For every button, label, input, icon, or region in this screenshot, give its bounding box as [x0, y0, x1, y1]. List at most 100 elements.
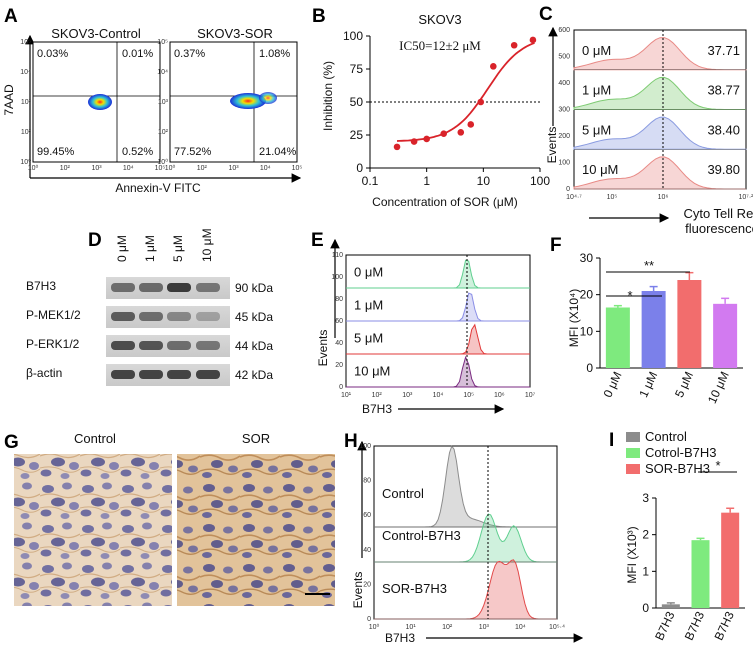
panel-a-left-ytick: 10²	[21, 129, 32, 136]
panel-h-xtick: 10⁰	[369, 623, 380, 631]
panel-d-band	[167, 370, 191, 379]
panel-a-right-cluster-tail	[259, 92, 277, 104]
panel-d-band	[111, 312, 135, 321]
panel-d-row-name: P-MEK1/2	[26, 308, 81, 322]
panel-h-ylabel: Events	[351, 572, 365, 609]
panel-a-left-ul: 0.03%	[37, 48, 68, 60]
panel-a-left-xtick: 10⁴	[123, 165, 134, 172]
panel-d-band	[139, 312, 163, 321]
panel-c-ytick: 0	[566, 186, 570, 193]
panel-a-right-ll: 77.52%	[174, 146, 212, 158]
panel-a-right-xtick: 10⁴	[260, 165, 271, 172]
panel-b-ytick-label: 100	[343, 29, 363, 43]
panel-d-band	[111, 341, 135, 350]
panel-c-row-value: 37.71	[707, 43, 740, 58]
panel-c: C Events 0 μM 37.71 1 μM 38.77 5 μM 38.40 10 μ…	[539, 4, 753, 236]
panel-e: E Events 0 μM 1 μM 5 μM 10 μM 0 20 40 60 80 100 1…	[311, 230, 536, 416]
panel-i-ytick-label: 3	[642, 491, 649, 505]
panel-b: B SKOV3 IC50=12±2 μM Inhibition (%) Conc…	[312, 6, 550, 209]
panel-e-ytick: 80	[335, 296, 343, 303]
panel-c-xlabel-line2: fluorescence	[685, 221, 753, 236]
panel-a-right-plot	[169, 41, 298, 163]
panel-g-sor-image	[177, 454, 335, 606]
panel-b-data-point	[423, 135, 430, 143]
panel-letter-i: I	[609, 430, 614, 451]
panel-h-row-label: SOR-B7H3	[382, 581, 447, 596]
panel-e-ytick: 40	[335, 340, 343, 347]
panel-c-row-value: 38.77	[707, 83, 740, 98]
panel-g-control-image	[14, 454, 172, 606]
panel-d-blot-strip	[106, 306, 230, 328]
panel-letter-b: B	[312, 6, 326, 27]
panel-a-right-cluster	[230, 93, 266, 109]
panel-a-right-xtick: 10⁵	[292, 165, 303, 172]
panel-d-row-name: β-actin	[26, 366, 62, 380]
panel-d-band	[139, 283, 163, 292]
panel-a-left-lr: 0.52%	[122, 146, 153, 158]
panel-h: H Events Control Control-B7H3 SOR-B7H3 0 20…	[344, 431, 584, 645]
panel-a-right-ytick: 10²	[158, 129, 169, 136]
panel-b-xtick-label: 0.1	[362, 174, 379, 188]
panel-c-ylabel: Events	[545, 127, 559, 164]
panel-b-ylabel: Inhibition (%)	[321, 61, 335, 131]
panel-a-right-xtick: 10⁰	[165, 164, 176, 172]
panel-c-ytick: 200	[558, 133, 570, 140]
panel-b-xtick-label: 1	[423, 174, 430, 188]
panel-b-ic50: IC50=12±2 μM	[399, 38, 481, 53]
panel-h-row-label: Control	[382, 486, 424, 501]
panel-d-band	[111, 370, 135, 379]
panel-c-ytick: 600	[558, 27, 570, 34]
panel-letter-h: H	[344, 431, 358, 452]
panel-f-ytick-label: 0	[586, 361, 593, 375]
panel-d-row-kda: 45 kDa	[235, 310, 273, 324]
panel-c-row-label: 10 μM	[582, 162, 618, 177]
panel-d-row-kda: 90 kDa	[235, 281, 273, 295]
panel-letter-a: A	[4, 6, 18, 27]
panel-i-ytick-label: 2	[642, 528, 649, 542]
panel-d-lane-label: 5 μM	[171, 235, 185, 262]
panel-d-band	[167, 312, 191, 321]
panel-a-xlabel: Annexin-V FITC	[115, 181, 201, 195]
panel-a-ylabel: 7AAD	[2, 84, 16, 116]
panel-f-category-label: 10 μM	[705, 369, 732, 405]
panel-h-xtick: 10¹	[406, 624, 417, 631]
panel-h-ytick: 0	[367, 616, 371, 623]
panel-e-xtick: 10³	[402, 392, 413, 399]
panel-h-xtick: 10³	[479, 624, 490, 631]
panel-d-lane-label: 0 μM	[115, 235, 129, 262]
panel-d-row-kda: 44 kDa	[235, 339, 273, 353]
panel-c-xtick: 10⁷·²	[739, 194, 753, 201]
panel-a-left-ur: 0.01%	[122, 48, 153, 60]
panel-i-legend-label: Cotrol-B7H3	[645, 445, 717, 460]
panel-b-title: SKOV3	[418, 12, 461, 27]
panel-c-ytick: 400	[558, 80, 570, 87]
panel-a-right-title: SKOV3-SOR	[197, 26, 273, 41]
panel-f-ylabel: MFI (X10⁴)	[567, 289, 581, 348]
panel-a: A SKOV3-Control SKOV3-SOR 7AAD Annexin-V…	[2, 6, 302, 195]
panel-h-row-label: Control-B7H3	[382, 528, 461, 543]
panel-c-ytick: 100	[558, 160, 570, 167]
panel-i-category-label: B7H3	[712, 609, 738, 642]
panel-f-bar	[713, 303, 738, 368]
panel-d-band	[139, 370, 163, 379]
panel-h-ytick: 100	[359, 443, 371, 450]
panel-i-ytick-label: 0	[642, 601, 649, 615]
panel-h-ytick: 40	[363, 547, 371, 554]
panel-i-ylabel: MFI (X10³)	[625, 526, 639, 583]
panel-b-data-point	[510, 41, 518, 49]
panel-g-right-title: SOR	[242, 431, 270, 446]
panel-f-sig2: **	[644, 258, 654, 273]
panel-i-bar	[721, 512, 740, 608]
panel-f-bar	[641, 291, 666, 368]
panel-b-ytick-label: 0	[356, 161, 363, 175]
panel-c-row-label: 1 μM	[582, 83, 611, 98]
panel-i-bar	[661, 604, 680, 608]
panel-f-sig1: *	[627, 288, 632, 303]
panel-d-band	[196, 312, 220, 321]
panel-e-xtick: 10²	[372, 392, 383, 399]
panel-c-row-value: 38.40	[707, 122, 740, 137]
panel-d-band	[167, 283, 191, 292]
panel-e-ytick: 20	[335, 362, 343, 369]
